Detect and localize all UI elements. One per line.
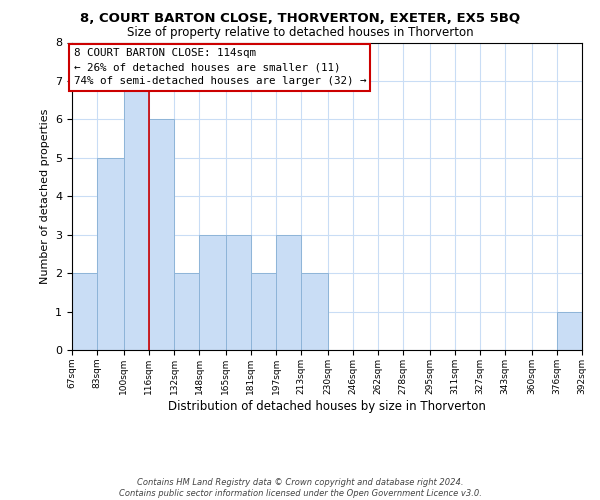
Bar (301, 273, 328, 350)
Text: Size of property relative to detached houses in Thorverton: Size of property relative to detached ho… (127, 26, 473, 39)
Bar (226, 234, 251, 350)
Bar (124, 81, 149, 350)
Text: 8, COURT BARTON CLOSE, THORVERTON, EXETER, EX5 5BQ: 8, COURT BARTON CLOSE, THORVERTON, EXETE… (80, 12, 520, 26)
Bar (557, 312, 582, 350)
Bar (174, 273, 199, 350)
Bar (149, 120, 174, 350)
Text: 8 COURT BARTON CLOSE: 114sqm
← 26% of detached houses are smaller (11)
74% of se: 8 COURT BARTON CLOSE: 114sqm ← 26% of de… (74, 48, 366, 86)
Text: Contains HM Land Registry data © Crown copyright and database right 2024.
Contai: Contains HM Land Registry data © Crown c… (119, 478, 481, 498)
Bar (199, 234, 226, 350)
Bar (72, 273, 97, 350)
Bar (276, 234, 301, 350)
Bar (97, 158, 124, 350)
X-axis label: Distribution of detached houses by size in Thorverton: Distribution of detached houses by size … (168, 400, 486, 412)
Bar (251, 273, 276, 350)
Y-axis label: Number of detached properties: Number of detached properties (40, 108, 50, 284)
